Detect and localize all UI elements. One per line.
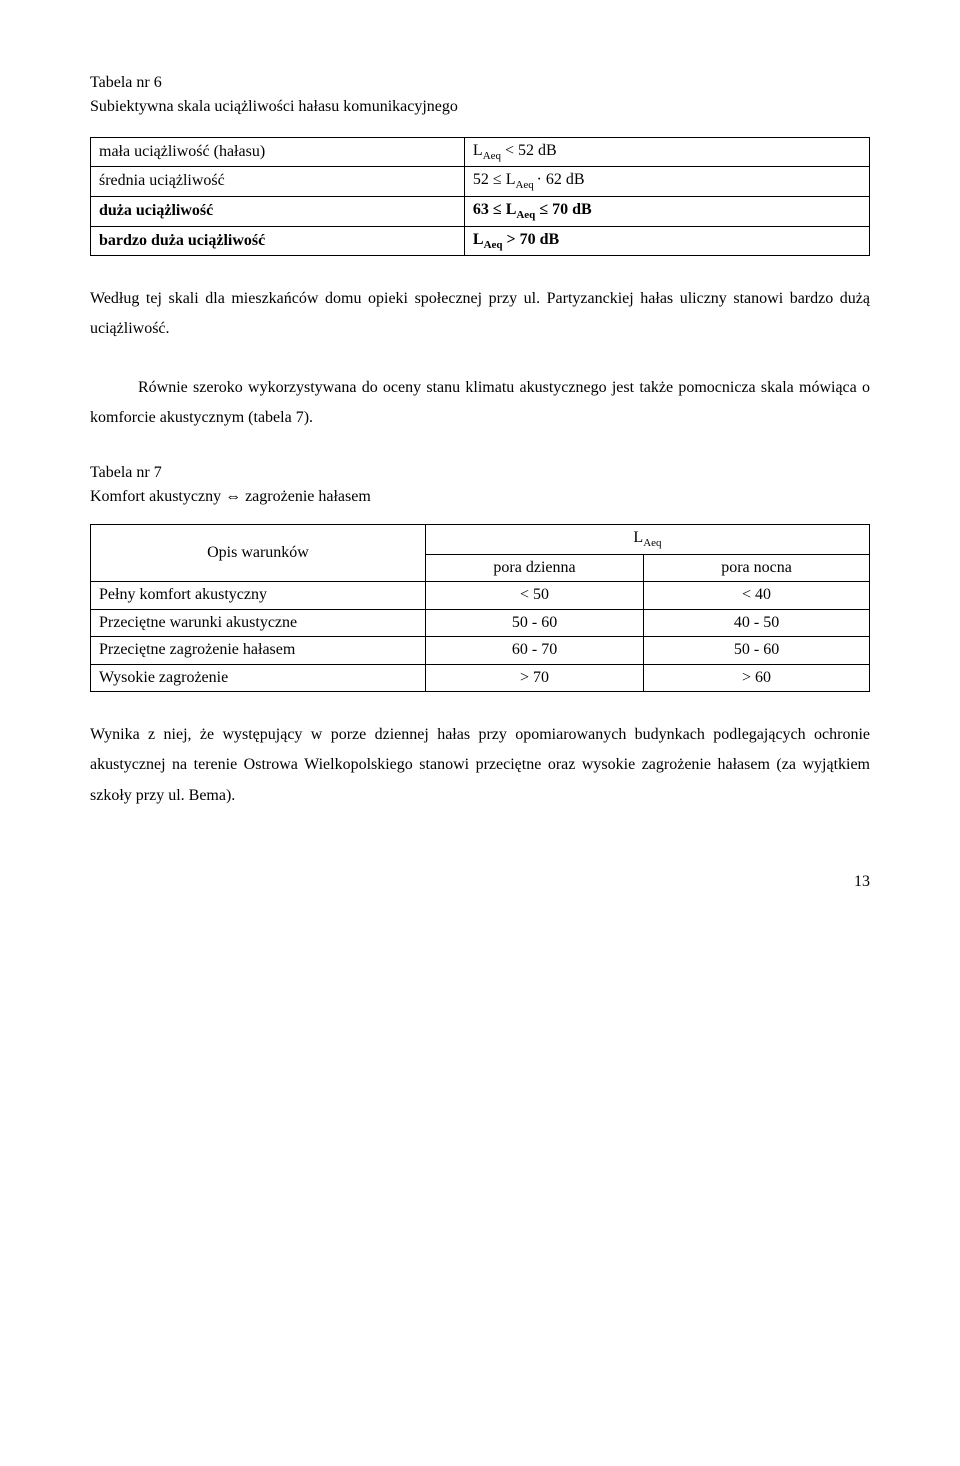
table-row: Pełny komfort akustyczny < 50 < 40 xyxy=(91,582,870,609)
table6-label: średnia uciążliwość xyxy=(91,167,465,197)
table7-day: 60 - 70 xyxy=(425,637,643,664)
table7-caption-line2: Komfort akustyczny ⇔ zagrożenie hałasem xyxy=(90,486,870,508)
table6-value: 63 ≤ LAeq ≤ 70 dB xyxy=(464,196,869,226)
table-row: bardzo duża uciążliwość LAeq > 70 dB xyxy=(91,226,870,256)
table-row: Przeciętne warunki akustyczne 50 - 60 40… xyxy=(91,609,870,636)
table7-night: 50 - 60 xyxy=(644,637,870,664)
table7-head-col1: Opis warunków xyxy=(91,525,426,582)
table7: Opis warunków LAeq pora dzienna pora noc… xyxy=(90,524,870,692)
table6-value: LAeq > 70 dB xyxy=(464,226,869,256)
table7-head-night: pora nocna xyxy=(644,555,870,582)
table-row: średnia uciążliwość 52 ≤ LAeq · 62 dB xyxy=(91,167,870,197)
table7-label: Przeciętne zagrożenie hałasem xyxy=(91,637,426,664)
table7-caption-line1: Tabela nr 7 xyxy=(90,462,870,484)
table7-label: Przeciętne warunki akustyczne xyxy=(91,609,426,636)
paragraph-2: Równie szeroko wykorzystywana do oceny s… xyxy=(90,373,870,434)
table-row: Przeciętne zagrożenie hałasem 60 - 70 50… xyxy=(91,637,870,664)
table6-label: bardzo duża uciążliwość xyxy=(91,226,465,256)
table7-day: > 70 xyxy=(425,664,643,691)
table6-value: LAeq < 52 dB xyxy=(464,137,869,167)
table7-night: 40 - 50 xyxy=(644,609,870,636)
page-number: 13 xyxy=(90,871,870,893)
table6-caption-line1: Tabela nr 6 xyxy=(90,72,870,94)
table-row: Opis warunków LAeq xyxy=(91,525,870,555)
table7-day: < 50 xyxy=(425,582,643,609)
paragraph-3: Wynika z niej, że występujący w porze dz… xyxy=(90,720,870,811)
table7-head-day: pora dzienna xyxy=(425,555,643,582)
table7-night: > 60 xyxy=(644,664,870,691)
table7-head-laeq: LAeq xyxy=(425,525,869,555)
table7-day: 50 - 60 xyxy=(425,609,643,636)
table6-caption-line2: Subiektywna skala uciążliwości hałasu ko… xyxy=(90,96,870,118)
paragraph-1: Według tej skali dla mieszkańców domu op… xyxy=(90,284,870,345)
table7-label: Pełny komfort akustyczny xyxy=(91,582,426,609)
table6-value: 52 ≤ LAeq · 62 dB xyxy=(464,167,869,197)
table-row: mała uciążliwość (hałasu) LAeq < 52 dB xyxy=(91,137,870,167)
table6-label: mała uciążliwość (hałasu) xyxy=(91,137,465,167)
table7-label: Wysokie zagrożenie xyxy=(91,664,426,691)
table6-label: duża uciążliwość xyxy=(91,196,465,226)
table-row: duża uciążliwość 63 ≤ LAeq ≤ 70 dB xyxy=(91,196,870,226)
table-row: Wysokie zagrożenie > 70 > 60 xyxy=(91,664,870,691)
table6: mała uciążliwość (hałasu) LAeq < 52 dB ś… xyxy=(90,137,870,256)
table7-night: < 40 xyxy=(644,582,870,609)
